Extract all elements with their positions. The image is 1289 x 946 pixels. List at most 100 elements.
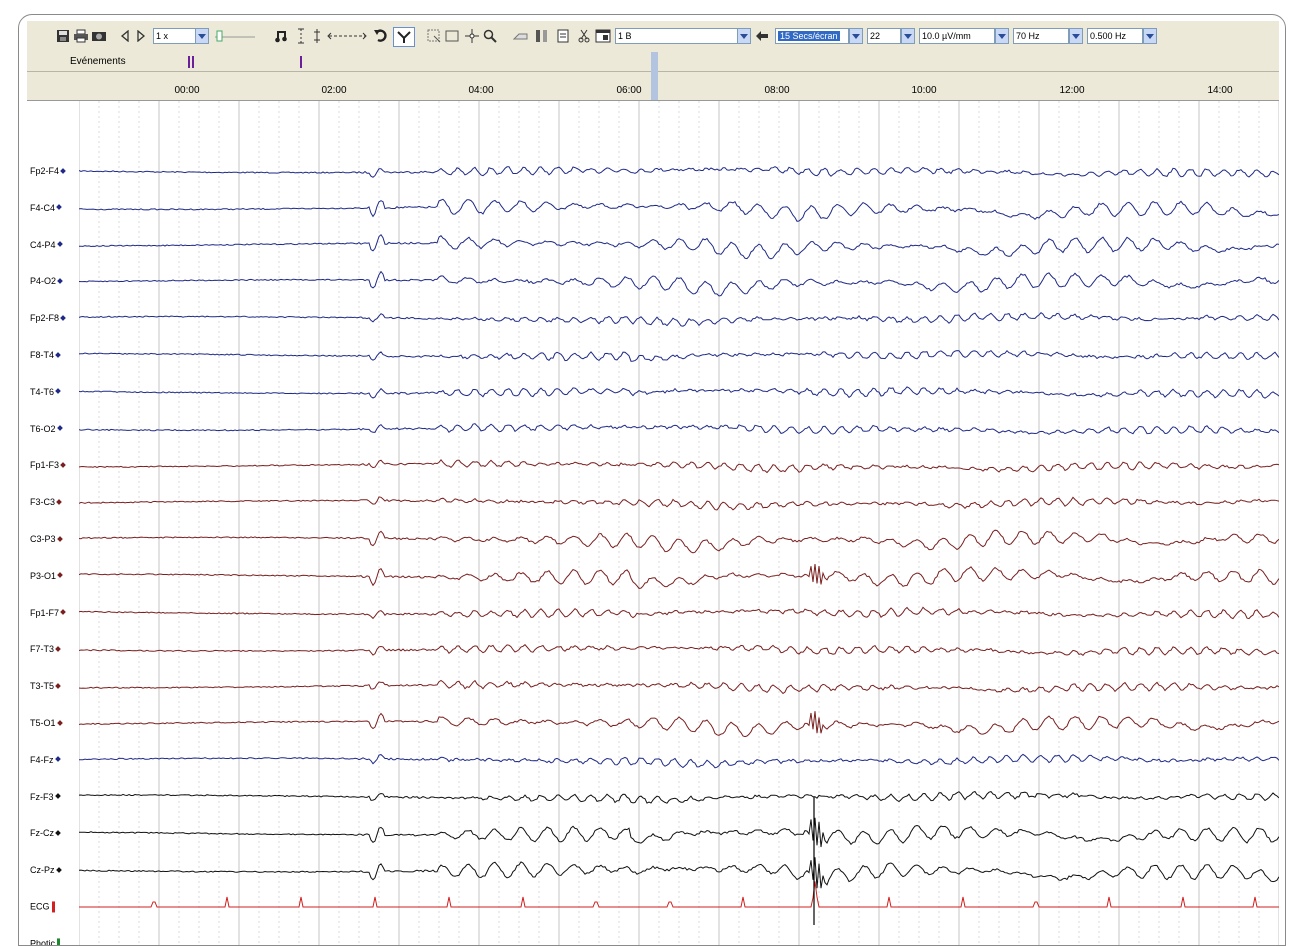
eeg-trace <box>79 857 1279 889</box>
channel-color-dot <box>56 535 63 542</box>
chevron-down-icon[interactable] <box>1069 28 1083 44</box>
time-ruler[interactable]: 00:00 02:00 04:00 06:00 08:00 10:00 12:0… <box>27 52 1279 101</box>
highpass-select[interactable]: 0.500 Hz <box>1087 28 1143 44</box>
channel-label[interactable]: Fp1-F7 <box>30 608 66 618</box>
time-label: 02:00 <box>321 85 347 96</box>
channel-label[interactable]: C3-P3 <box>30 534 63 544</box>
channel-label-text: C4-P4 <box>30 239 56 250</box>
chevron-down-icon[interactable] <box>1143 28 1157 44</box>
marker-split-icon[interactable] <box>295 27 307 45</box>
time-scroll-thumb[interactable] <box>651 52 658 100</box>
channel-count-select[interactable]: 22 <box>867 28 901 44</box>
bars-icon[interactable] <box>535 27 549 45</box>
channel-label[interactable]: T3-T5 <box>30 681 61 692</box>
channel-label[interactable]: P3-O1 <box>30 571 63 581</box>
channel-color-dot <box>54 756 61 763</box>
eeg-trace <box>79 529 1279 554</box>
save-icon[interactable] <box>55 27 71 45</box>
channel-color-dot <box>55 682 61 689</box>
channel-label[interactable]: F3-C3 <box>30 497 62 508</box>
chevron-down-icon[interactable] <box>737 28 751 44</box>
lowpass-select[interactable]: 70 Hz <box>1013 28 1069 44</box>
channel-label[interactable]: T5-O1 <box>30 718 63 728</box>
channel-label[interactable]: Fz-F3 <box>30 792 61 802</box>
eeg-trace-area[interactable] <box>79 101 1279 946</box>
chevron-down-icon[interactable] <box>995 28 1009 44</box>
eeg-trace <box>79 711 1279 738</box>
channel-label-text: ECG <box>30 901 50 912</box>
channel-label[interactable]: Fz-Cz <box>30 828 61 838</box>
channel-color-dot <box>57 572 63 579</box>
event-marker[interactable] <box>192 56 194 68</box>
channel-color-dot <box>56 204 62 211</box>
eeg-trace <box>79 270 1279 297</box>
camera-icon[interactable] <box>91 27 107 45</box>
channel-label[interactable]: C4-P4 <box>30 239 63 250</box>
hand-icon[interactable] <box>513 27 529 45</box>
channel-label[interactable]: Cz-Pz <box>30 865 62 876</box>
channel-label-text: F3-C3 <box>30 497 56 508</box>
eeg-trace <box>79 349 1279 362</box>
speed-value: 1 x <box>156 31 169 41</box>
channel-label[interactable]: F8-T4 <box>30 350 61 360</box>
channel-label[interactable]: Fp2-F8 <box>30 313 66 323</box>
toolbar: 1 x <box>27 21 1279 56</box>
montage-select[interactable]: 1 B <box>615 28 739 44</box>
channel-label-text: F8-T4 <box>30 350 55 360</box>
sensitivity-select[interactable]: 10.0 µV/mm <box>919 28 995 44</box>
speed-select[interactable]: 1 x <box>153 28 197 44</box>
music-note-icon[interactable] <box>273 27 289 45</box>
channel-label[interactable]: F4-Fz <box>30 754 61 765</box>
scissors-icon[interactable] <box>577 27 591 45</box>
channel-color-dot <box>60 462 66 468</box>
event-marker[interactable] <box>188 56 190 68</box>
arrows-icon[interactable] <box>327 27 367 45</box>
channel-label[interactable]: F7-T3 <box>30 644 61 654</box>
zoom-icon[interactable] <box>483 27 497 45</box>
channel-label[interactable]: P4-O2 <box>30 276 63 286</box>
channel-label[interactable]: F4-C4 <box>30 202 62 213</box>
channel-label[interactable]: Photic <box>30 938 61 945</box>
eeg-trace <box>79 496 1279 511</box>
channel-label-text: T5-O1 <box>30 718 56 728</box>
channel-color-dot <box>55 866 62 873</box>
window-icon[interactable] <box>595 27 611 45</box>
document-icon[interactable] <box>557 27 569 45</box>
chevron-down-icon[interactable] <box>901 28 915 44</box>
select-rect-icon[interactable] <box>427 27 441 45</box>
eeg-trace <box>79 458 1279 474</box>
event-marker[interactable] <box>300 56 302 68</box>
filter-icon[interactable] <box>393 27 415 47</box>
print-icon[interactable] <box>73 27 89 45</box>
eeg-trace <box>79 564 1279 589</box>
channel-label-text: Cz-Pz <box>30 865 55 876</box>
channel-label[interactable]: ECG <box>30 901 55 913</box>
channel-label-text: F4-Fz <box>30 754 54 765</box>
channel-count-value: 22 <box>870 31 881 41</box>
marker-split-icon[interactable] <box>311 27 323 45</box>
channel-color-dot <box>57 278 63 284</box>
channel-color-dot <box>55 830 61 836</box>
slider-icon[interactable] <box>213 27 257 45</box>
chevron-down-icon[interactable] <box>195 28 209 44</box>
channel-label[interactable]: T6-O2 <box>30 423 63 434</box>
timebase-value: 15 Secs/écran <box>778 31 840 41</box>
channel-label[interactable]: T4-T6 <box>30 387 61 397</box>
channel-label-text: T3-T5 <box>30 681 55 692</box>
prev-page-icon[interactable] <box>119 27 131 45</box>
rectangle-icon[interactable] <box>445 27 459 45</box>
crosshair-icon[interactable] <box>465 27 479 45</box>
channel-label[interactable]: Fp1-F3 <box>30 460 66 470</box>
next-page-icon[interactable] <box>135 27 147 45</box>
channel-label[interactable]: Fp2-F4 <box>30 166 66 176</box>
channel-color-dot <box>56 498 62 505</box>
back-arrow-icon[interactable] <box>755 27 769 45</box>
timebase-select[interactable]: 15 Secs/écran <box>775 28 849 44</box>
undo-icon[interactable] <box>373 27 389 45</box>
channel-label-text: T6-O2 <box>30 423 56 434</box>
channel-label-text: F4-C4 <box>30 202 56 213</box>
chevron-down-icon[interactable] <box>849 28 863 44</box>
eeg-trace <box>79 606 1279 620</box>
time-label: 12:00 <box>1059 85 1085 96</box>
highpass-value: 0.500 Hz <box>1090 31 1127 41</box>
